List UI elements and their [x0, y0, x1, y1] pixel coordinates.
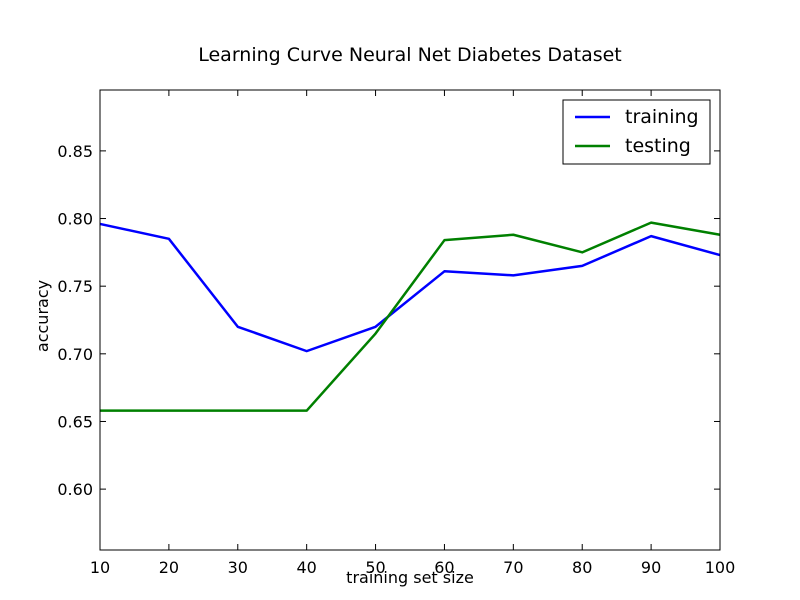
x-tick-label: 10	[90, 558, 110, 577]
x-tick-label: 60	[434, 558, 454, 577]
series-line-testing	[100, 221, 721, 412]
y-tick-label: 0.75	[57, 277, 93, 296]
legend-label-training: training	[625, 106, 699, 128]
chart-title: Learning Curve Neural Net Diabetes Datas…	[198, 44, 622, 66]
y-axis-title: accuracy	[33, 280, 52, 352]
series-line-training	[99, 222, 721, 353]
legend-label-testing: testing	[625, 135, 691, 157]
legend-box	[562, 99, 711, 165]
x-tick-label: 70	[503, 558, 523, 577]
x-tick-label: 100	[705, 558, 736, 577]
y-tick-label: 0.85	[57, 142, 93, 161]
legend-items: training testing	[575, 106, 699, 157]
y-tick-label: 0.60	[57, 480, 93, 499]
y-axis-ticks: 0.60 0.65 0.70 0.75 0.80 0.85	[57, 142, 720, 499]
x-tick-label: 30	[228, 558, 248, 577]
y-tick-label: 0.65	[57, 412, 93, 431]
x-tick-label: 90	[641, 558, 661, 577]
x-tick-label: 80	[572, 558, 592, 577]
x-tick-label: 40	[296, 558, 316, 577]
y-tick-label: 0.70	[57, 345, 93, 364]
x-axis-ticks: 10 20 30 40 50 60 70 80 90 100	[90, 90, 735, 577]
legend: training testing	[562, 99, 711, 165]
x-tick-label: 20	[159, 558, 179, 577]
plot-frame	[99, 89, 721, 551]
x-tick-label: 50	[365, 558, 385, 577]
x-axis-title: training set size	[346, 568, 474, 587]
series-layer	[99, 221, 721, 412]
y-tick-label: 0.80	[57, 210, 93, 229]
